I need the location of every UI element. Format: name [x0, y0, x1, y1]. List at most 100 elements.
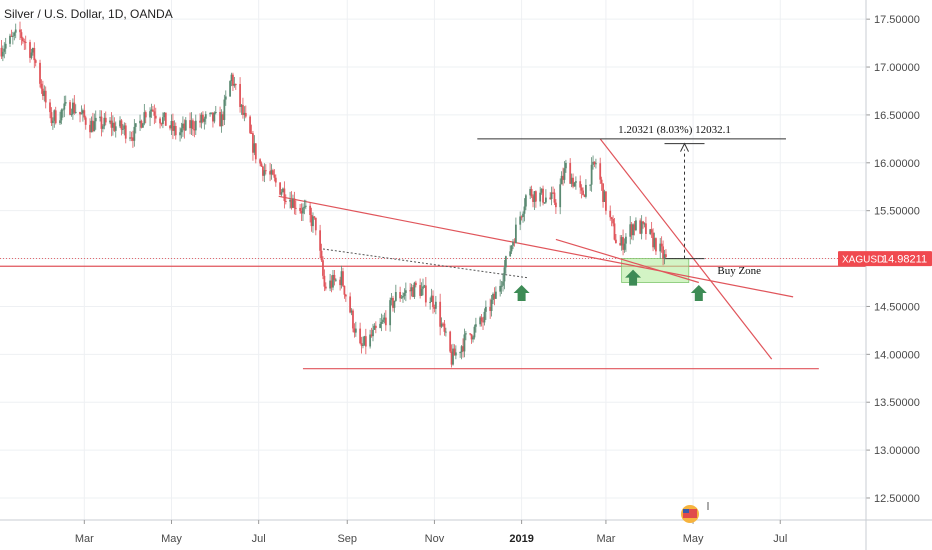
candle-body — [214, 111, 217, 113]
candle-body — [289, 199, 291, 202]
candle-body — [182, 123, 184, 129]
candle-body — [412, 287, 414, 297]
candle-body — [3, 48, 6, 52]
candle-body — [369, 334, 372, 347]
annotation-marks — [513, 269, 707, 301]
candle-body — [250, 132, 253, 134]
time-tick-label: Nov — [425, 533, 445, 545]
candle-body — [639, 220, 642, 234]
candle-body — [622, 237, 624, 250]
candle-body — [164, 112, 167, 126]
candle-body — [484, 306, 487, 312]
candle-body — [224, 96, 227, 100]
candle-body — [81, 110, 84, 114]
candle-body — [63, 103, 66, 110]
candle-body — [633, 224, 636, 231]
candle-body — [543, 202, 546, 204]
candle-body — [559, 184, 562, 208]
candle-body — [404, 290, 407, 293]
candle-body — [31, 48, 34, 53]
candle-body — [629, 224, 632, 237]
candle-body — [103, 117, 106, 127]
candle-body — [234, 83, 237, 85]
candle-body — [363, 336, 366, 345]
candle-body — [149, 111, 151, 118]
candle-body — [274, 177, 277, 183]
candle-body — [253, 143, 256, 153]
candle-body — [180, 128, 183, 133]
candle-body — [279, 182, 281, 195]
candle-body — [502, 281, 504, 286]
candle-body — [210, 112, 213, 114]
price-tick-label: 16.50000 — [874, 110, 920, 122]
candle-body — [189, 120, 191, 129]
candle-body — [284, 200, 287, 202]
candle-body — [219, 111, 221, 127]
candle-body — [314, 217, 317, 231]
candle-body — [64, 102, 67, 104]
candle-body — [269, 171, 271, 175]
candle-body — [524, 195, 527, 207]
candle-body — [172, 121, 174, 131]
candle-body — [130, 137, 133, 139]
candle-body — [123, 125, 126, 129]
candle-body — [595, 163, 597, 165]
candle-body — [494, 291, 497, 299]
time-tick-label: May — [683, 533, 704, 545]
candle-body — [615, 239, 617, 244]
candle-body — [453, 348, 456, 356]
candle-body — [190, 120, 193, 129]
candle-body — [19, 29, 21, 33]
candle-body — [374, 325, 377, 328]
candle-body — [534, 191, 537, 202]
candle-body — [154, 115, 157, 119]
candle-body — [299, 207, 301, 212]
candle-body — [409, 290, 412, 292]
candle-body — [490, 299, 493, 311]
candle-body — [544, 197, 547, 203]
candle-body — [142, 123, 144, 128]
candle-body — [54, 110, 57, 124]
candle-body — [133, 126, 136, 141]
candle-body — [630, 224, 633, 236]
candle-body — [512, 241, 514, 246]
candle-body — [29, 42, 31, 58]
candle-body — [220, 114, 223, 127]
candle-body — [393, 300, 396, 308]
candle-body — [383, 317, 386, 320]
candle-body — [41, 88, 44, 97]
candle-body — [640, 221, 643, 234]
candle-body — [459, 352, 462, 354]
candle-body — [240, 104, 243, 107]
candle-body — [474, 324, 477, 327]
candle-body — [113, 122, 116, 131]
candle-body — [263, 170, 266, 176]
candle-body — [280, 192, 283, 195]
candle-body — [0, 47, 3, 57]
candle-body — [662, 246, 664, 259]
candle-body — [553, 192, 556, 203]
candle-body — [413, 282, 416, 297]
candle-body — [114, 126, 117, 131]
drawing-lines — [0, 138, 866, 370]
candle-body — [120, 120, 123, 130]
candle-body — [372, 329, 374, 337]
candle-body — [613, 223, 616, 240]
candle-body — [303, 206, 306, 208]
candle-body — [653, 238, 656, 248]
candle-body — [610, 217, 613, 220]
candle-body — [202, 114, 204, 122]
time-axis: Mar May Jul Sep Nov 2019 Mar May Jul — [0, 519, 932, 545]
candle-body — [254, 143, 257, 160]
candle-body — [430, 295, 433, 302]
candle-body — [454, 352, 457, 356]
candle-body — [419, 285, 422, 296]
candle-body — [70, 113, 73, 115]
candle-body — [579, 181, 582, 188]
candle-body — [242, 104, 244, 115]
candle-body — [392, 297, 394, 308]
candle-body — [40, 83, 43, 89]
candle-body — [552, 192, 554, 194]
candle-body — [239, 83, 241, 107]
